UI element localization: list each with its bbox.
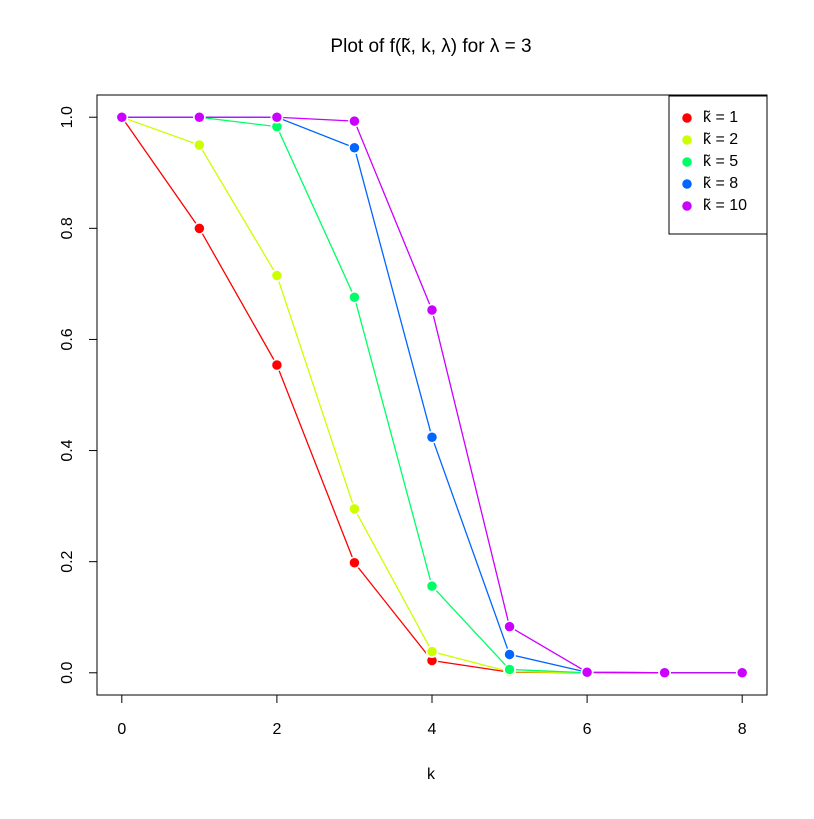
y-tick-label: 0.6 — [59, 328, 76, 350]
y-tick-label: 1.0 — [59, 106, 76, 128]
data-point — [348, 556, 361, 570]
data-point — [193, 110, 206, 124]
legend-marker — [680, 133, 694, 147]
x-tick-label: 0 — [117, 721, 126, 738]
legend-label: k̃ = 2 — [703, 131, 738, 148]
legend-label: k̃ = 5 — [703, 153, 738, 170]
data-point — [115, 110, 129, 124]
data-point — [270, 358, 284, 372]
data-point — [658, 666, 671, 680]
data-point — [503, 620, 516, 633]
data-point — [348, 290, 361, 304]
legend-marker — [680, 111, 694, 125]
x-tick-label: 2 — [272, 721, 281, 738]
legend-label: k̃ = 8 — [703, 175, 738, 192]
data-point — [425, 303, 439, 317]
y-tick-label: 0.8 — [59, 217, 76, 239]
data-point — [503, 663, 516, 676]
x-axis-label: k — [427, 766, 436, 783]
data-point — [348, 114, 361, 128]
data-point — [425, 430, 439, 444]
legend-marker — [680, 155, 694, 169]
data-point — [735, 666, 749, 680]
data-point — [580, 665, 594, 679]
data-point — [193, 138, 206, 152]
chart-title: Plot of f(k̃, k, λ) for λ = 3 — [330, 36, 531, 57]
legend-label: k̃ = 1 — [703, 109, 738, 126]
y-tick-label: 0.4 — [59, 439, 76, 461]
y-tick-label: 0.0 — [59, 662, 76, 684]
y-tick-label: 0.2 — [59, 550, 76, 572]
plot-box — [96, 94, 768, 696]
legend-marker — [680, 177, 694, 191]
x-tick-label: 6 — [583, 721, 592, 738]
x-tick-label: 4 — [428, 721, 437, 738]
x-tick-label: 8 — [738, 721, 747, 738]
data-point — [348, 502, 361, 516]
data-point — [348, 141, 361, 155]
data-point — [425, 645, 439, 658]
data-point — [425, 579, 439, 593]
legend-label: k̃ = 10 — [703, 197, 747, 214]
data-point — [270, 269, 284, 282]
data-point — [193, 222, 206, 235]
legend-marker — [680, 199, 694, 213]
data-point — [270, 110, 284, 124]
data-point — [503, 648, 516, 661]
